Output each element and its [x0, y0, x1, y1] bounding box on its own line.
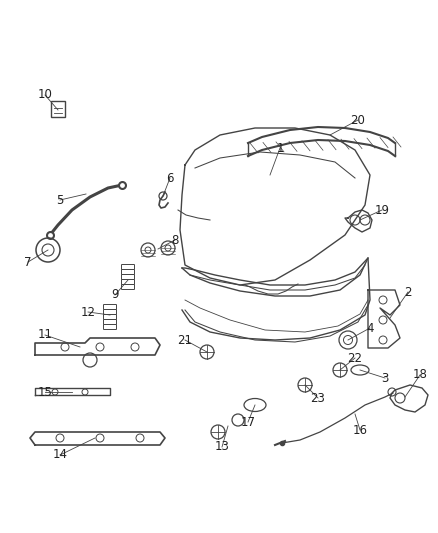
- Text: 5: 5: [57, 193, 64, 206]
- Text: 12: 12: [81, 305, 95, 319]
- Text: 14: 14: [53, 448, 67, 462]
- Text: 19: 19: [374, 204, 389, 216]
- FancyBboxPatch shape: [103, 304, 117, 310]
- Text: 3: 3: [381, 372, 389, 384]
- Text: 22: 22: [347, 351, 363, 365]
- FancyBboxPatch shape: [103, 319, 117, 325]
- Text: 23: 23: [311, 392, 325, 405]
- Text: 9: 9: [111, 288, 119, 302]
- FancyBboxPatch shape: [121, 270, 134, 274]
- Polygon shape: [390, 385, 428, 412]
- Text: 7: 7: [24, 255, 32, 269]
- FancyBboxPatch shape: [103, 310, 117, 314]
- Text: 13: 13: [215, 440, 230, 454]
- FancyBboxPatch shape: [103, 325, 117, 329]
- Text: 6: 6: [166, 172, 174, 184]
- FancyBboxPatch shape: [121, 285, 134, 289]
- Text: 21: 21: [177, 334, 192, 346]
- FancyBboxPatch shape: [121, 264, 134, 270]
- Text: 10: 10: [38, 88, 53, 101]
- Text: 20: 20: [350, 114, 365, 126]
- FancyBboxPatch shape: [51, 101, 65, 117]
- Text: 16: 16: [353, 424, 367, 437]
- FancyBboxPatch shape: [103, 314, 117, 319]
- Text: 18: 18: [413, 368, 427, 382]
- Text: 2: 2: [404, 286, 412, 298]
- FancyBboxPatch shape: [121, 274, 134, 279]
- Text: 15: 15: [38, 385, 53, 399]
- Text: 17: 17: [240, 416, 255, 429]
- Text: 4: 4: [366, 321, 374, 335]
- Text: 1: 1: [276, 141, 284, 155]
- Text: 8: 8: [171, 233, 179, 246]
- FancyBboxPatch shape: [121, 279, 134, 285]
- Text: 11: 11: [38, 328, 53, 342]
